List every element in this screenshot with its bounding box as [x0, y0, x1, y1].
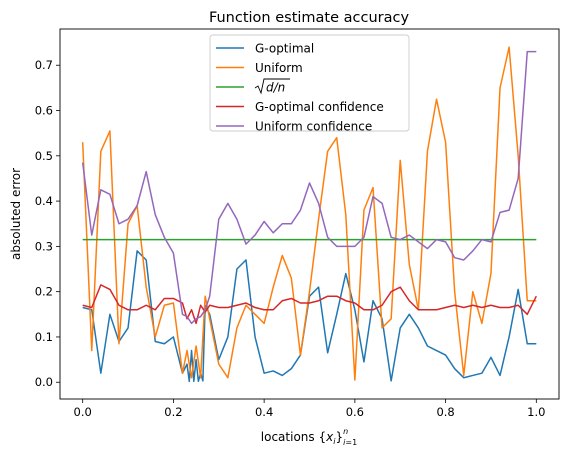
series-line-1 [82, 250, 537, 383]
series-line-5 [81, 50, 537, 325]
legend-label: d/n [266, 81, 285, 95]
y-tick-label: 0.5 [35, 149, 53, 163]
x-tick-label: 0.2 [164, 405, 182, 419]
y-axis: 0.0 0.1 0.2 0.3 0.4 0.5 0.6 0.7 [35, 58, 60, 389]
series-line-4 [82, 284, 537, 325]
legend-label: G-optimal confidence [255, 100, 384, 114]
series-layer [81, 46, 537, 383]
x-tick-label: 0.0 [74, 405, 92, 419]
x-tick-label: 0.8 [436, 405, 454, 419]
y-tick-label: 0.1 [35, 330, 53, 344]
legend-label: G-optimal [255, 42, 314, 56]
legend-label-math: d/n [254, 78, 290, 95]
x-tick-label: 0.4 [255, 405, 273, 419]
x-axis-label: locations {xi}n i=1 [261, 427, 357, 447]
x-axis-label-text: locations [261, 430, 319, 444]
y-axis-label: absoluted error [9, 168, 23, 260]
y-tick-label: 0.2 [35, 285, 53, 299]
legend-frame [209, 34, 410, 132]
chart-title: Function estimate accuracy [209, 10, 410, 26]
legend-items: G-optimal Uniform d/n G-optimal confidence U… [216, 42, 384, 134]
legend-label: Uniform confidence [255, 120, 372, 134]
y-tick-label: 0.7 [35, 58, 53, 72]
x-axis: 0.0 0.2 0.4 0.6 0.8 1.0 [74, 399, 545, 419]
y-tick-label: 0.6 [35, 104, 53, 118]
y-tick-label: 0.3 [35, 239, 53, 253]
x-tick-label: 1.0 [527, 405, 545, 419]
plot-frame [59, 28, 560, 400]
legend: G-optimal Uniform d/n G-optimal confidence U… [209, 34, 410, 134]
radical-sign [254, 78, 290, 95]
x-axis-label-math: {xi}n i=1 [318, 427, 357, 447]
y-tick-label: 0.0 [35, 375, 53, 389]
y-tick-label: 0.4 [35, 194, 53, 208]
x-tick-label: 0.6 [346, 405, 364, 419]
legend-label: Uniform [255, 61, 303, 75]
